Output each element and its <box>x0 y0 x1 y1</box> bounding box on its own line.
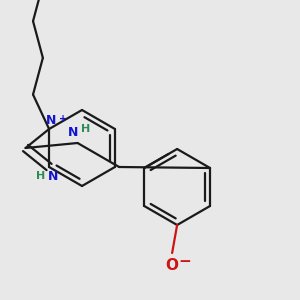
Text: H: H <box>81 124 90 134</box>
Text: −: − <box>179 254 191 268</box>
Text: N: N <box>48 169 58 182</box>
Text: H: H <box>37 171 46 181</box>
Text: N: N <box>68 127 79 140</box>
Text: N: N <box>46 115 56 128</box>
Text: O: O <box>166 257 178 272</box>
Text: +: + <box>59 114 67 124</box>
